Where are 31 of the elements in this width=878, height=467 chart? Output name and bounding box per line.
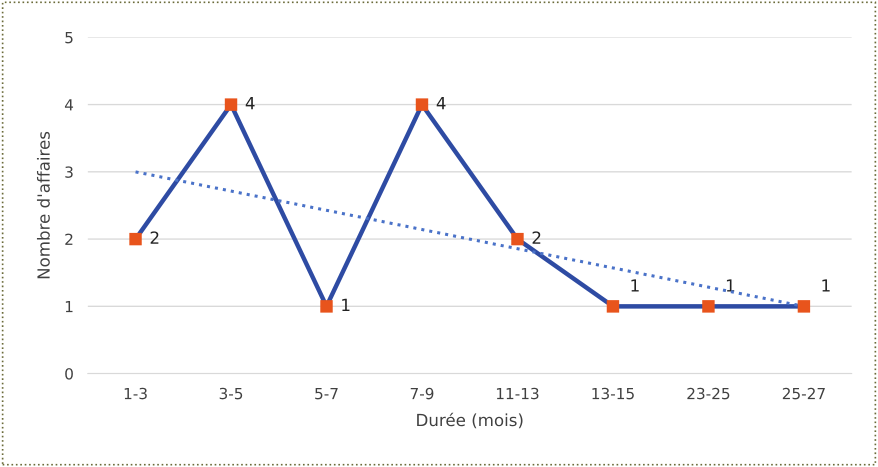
y-tick-label: 0 bbox=[65, 368, 73, 380]
x-tick-label: 11-13 bbox=[496, 388, 538, 400]
data-label: 1 bbox=[342, 298, 350, 311]
point bbox=[798, 300, 810, 313]
point bbox=[224, 98, 238, 111]
data-label: 1 bbox=[631, 279, 639, 292]
x-tick-label: 23-25 bbox=[687, 388, 730, 400]
point bbox=[320, 300, 333, 313]
data-label: 4 bbox=[436, 97, 446, 110]
point bbox=[702, 300, 715, 313]
y-axis-title: Nombre d'affaires bbox=[36, 132, 50, 278]
x-tick-label: 1-3 bbox=[124, 388, 147, 400]
point bbox=[416, 98, 428, 111]
x-tick-label: 25-27 bbox=[782, 388, 825, 400]
point bbox=[129, 232, 142, 246]
x-tick-label: 5-7 bbox=[315, 388, 338, 400]
y-tick-label: 4 bbox=[64, 99, 74, 110]
x-tick-label: 7-9 bbox=[410, 388, 434, 400]
data-label: 2 bbox=[532, 231, 540, 244]
point bbox=[606, 300, 620, 313]
y-tick-label: 3 bbox=[65, 166, 73, 178]
x-tick-label: 3-5 bbox=[220, 388, 242, 400]
point bbox=[511, 232, 524, 246]
data-label: 1 bbox=[822, 279, 830, 292]
x-tick-label: 13-15 bbox=[592, 388, 634, 400]
y-tick-label: 2 bbox=[65, 234, 72, 245]
data-label: 2 bbox=[150, 231, 158, 244]
x-axis-title: Durée (mois) bbox=[417, 412, 523, 428]
y-tick-label: 1 bbox=[66, 301, 72, 312]
y-tick-label: 5 bbox=[65, 32, 73, 44]
data-label: 4 bbox=[246, 97, 255, 110]
